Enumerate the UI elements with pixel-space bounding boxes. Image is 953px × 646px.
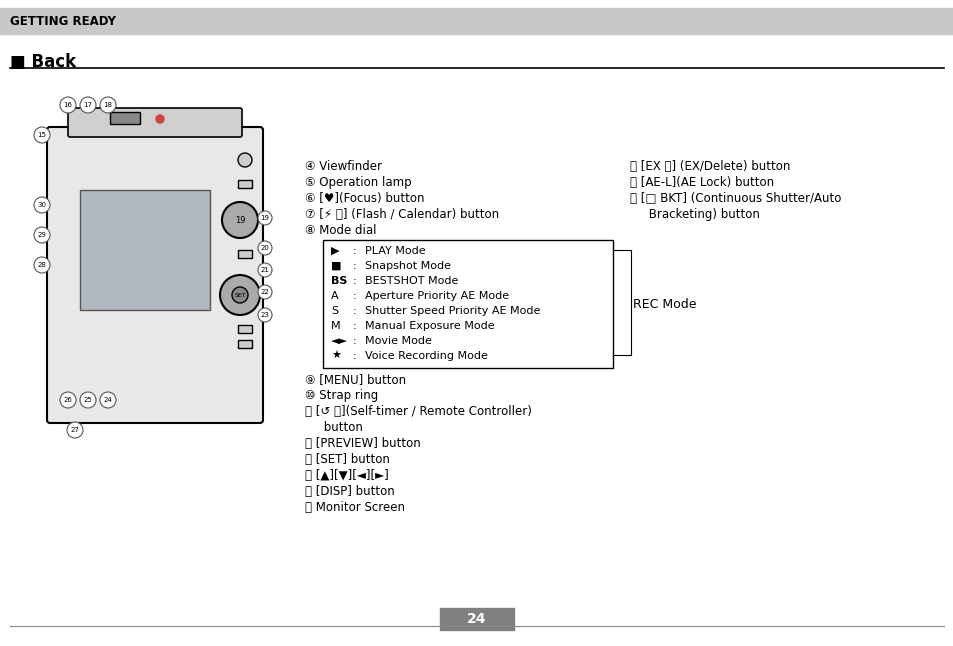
Bar [237, 180, 252, 188]
Text: 24: 24 [467, 612, 486, 626]
Circle shape [100, 392, 116, 408]
Text: 17: 17 [84, 102, 92, 108]
Text: 30: 30 [37, 202, 47, 208]
Text: Aperture Priority AE Mode: Aperture Priority AE Mode [365, 291, 509, 301]
Text: Movie Mode: Movie Mode [365, 336, 432, 346]
Bar [0, 8, 953, 34]
Text: ★: ★ [331, 351, 340, 361]
Text: A: A [331, 291, 338, 301]
Text: Voice Recording Mode: Voice Recording Mode [365, 351, 487, 361]
Text: ⑶ [EX 🗑] (EX/Delete) button: ⑶ [EX 🗑] (EX/Delete) button [629, 160, 789, 173]
Text: 19: 19 [260, 215, 269, 221]
Circle shape [60, 392, 76, 408]
Text: ■: ■ [331, 261, 341, 271]
Text: :: : [353, 336, 356, 346]
Text: S: S [331, 306, 337, 316]
Text: BS: BS [331, 276, 347, 286]
Text: 24: 24 [104, 397, 112, 403]
Circle shape [80, 392, 96, 408]
Text: 25: 25 [84, 397, 92, 403]
Circle shape [257, 211, 272, 225]
Text: :: : [353, 291, 356, 301]
Text: ⑩ Strap ring: ⑩ Strap ring [305, 389, 377, 402]
Text: ⑭ [▲][▼][◄][►]: ⑭ [▲][▼][◄][►] [305, 469, 388, 482]
Circle shape [34, 127, 50, 143]
Text: ▶: ▶ [331, 246, 339, 256]
Circle shape [34, 197, 50, 213]
Bar [80, 190, 210, 310]
Bar [237, 340, 252, 348]
Circle shape [257, 263, 272, 277]
Text: :: : [353, 351, 356, 361]
Text: ■ Back: ■ Back [10, 53, 76, 71]
Circle shape [67, 422, 83, 438]
Text: SET: SET [233, 293, 246, 298]
Text: 19: 19 [234, 216, 245, 225]
FancyBboxPatch shape [68, 108, 242, 137]
Text: :: : [353, 276, 356, 286]
Text: ⑷ [AE-L](AE Lock) button: ⑷ [AE-L](AE Lock) button [629, 176, 773, 189]
Text: ⑯ Monitor Screen: ⑯ Monitor Screen [305, 501, 405, 514]
Text: 20: 20 [260, 245, 269, 251]
Bar [237, 325, 252, 333]
Text: ④ Viewfinder: ④ Viewfinder [305, 160, 381, 173]
Text: :: : [353, 246, 356, 256]
Circle shape [34, 227, 50, 243]
Circle shape [60, 97, 76, 113]
Text: ⑥ [♥](Focus) button: ⑥ [♥](Focus) button [305, 192, 424, 205]
Text: Bracketing) button: Bracketing) button [629, 208, 760, 221]
Text: ◄►: ◄► [331, 336, 348, 346]
Text: ⑪ [↺ 📷](Self-timer / Remote Controller): ⑪ [↺ 📷](Self-timer / Remote Controller) [305, 405, 532, 418]
Text: PLAY Mode: PLAY Mode [365, 246, 425, 256]
Text: ⑧ Mode dial: ⑧ Mode dial [305, 224, 376, 237]
Text: ⑮ [DISP] button: ⑮ [DISP] button [305, 485, 395, 498]
Text: Snapshot Mode: Snapshot Mode [365, 261, 451, 271]
Circle shape [156, 115, 164, 123]
Text: 15: 15 [37, 132, 47, 138]
Bar [323, 240, 613, 368]
Text: 27: 27 [71, 427, 79, 433]
Text: :: : [353, 306, 356, 316]
Text: 18: 18 [103, 102, 112, 108]
Circle shape [232, 287, 248, 303]
Text: 26: 26 [64, 397, 72, 403]
Text: REC Mode: REC Mode [633, 298, 696, 311]
Text: ⑤ Operation lamp: ⑤ Operation lamp [305, 176, 411, 189]
Circle shape [34, 257, 50, 273]
Text: Manual Exposure Mode: Manual Exposure Mode [365, 321, 494, 331]
Text: 29: 29 [37, 232, 47, 238]
Text: :: : [353, 321, 356, 331]
Text: Shutter Speed Priority AE Mode: Shutter Speed Priority AE Mode [365, 306, 539, 316]
Text: ⑦ [⚡ 📅] (Flash / Calendar) button: ⑦ [⚡ 📅] (Flash / Calendar) button [305, 208, 498, 221]
Text: 28: 28 [37, 262, 47, 268]
Bar [439, 608, 514, 630]
Circle shape [80, 97, 96, 113]
Text: ⑬ [SET] button: ⑬ [SET] button [305, 453, 390, 466]
Circle shape [237, 153, 252, 167]
Text: 23: 23 [260, 312, 269, 318]
Circle shape [257, 285, 272, 299]
Bar [110, 112, 140, 124]
Text: ⑸ [□ BKT] (Continuous Shutter/Auto: ⑸ [□ BKT] (Continuous Shutter/Auto [629, 192, 841, 205]
Circle shape [220, 275, 260, 315]
Circle shape [100, 97, 116, 113]
Circle shape [257, 241, 272, 255]
Text: 21: 21 [260, 267, 269, 273]
Text: GETTING READY: GETTING READY [10, 14, 116, 28]
Bar [237, 250, 252, 258]
Circle shape [257, 308, 272, 322]
Text: M: M [331, 321, 340, 331]
Circle shape [222, 202, 257, 238]
Text: BESTSHOT Mode: BESTSHOT Mode [365, 276, 457, 286]
Text: 22: 22 [260, 289, 269, 295]
Text: ⑫ [PREVIEW] button: ⑫ [PREVIEW] button [305, 437, 420, 450]
Text: button: button [305, 421, 362, 434]
Text: 16: 16 [64, 102, 72, 108]
FancyBboxPatch shape [47, 127, 263, 423]
Text: :: : [353, 261, 356, 271]
Text: ⑨ [MENU] button: ⑨ [MENU] button [305, 373, 406, 386]
